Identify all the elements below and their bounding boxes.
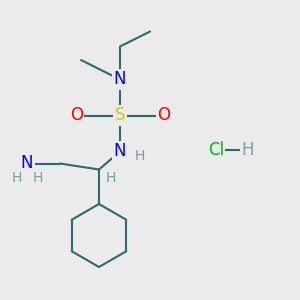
Text: Cl: Cl [208, 141, 224, 159]
Text: H: H [134, 149, 145, 163]
Text: N: N [114, 142, 126, 160]
Text: H: H [11, 172, 22, 185]
Text: N: N [21, 154, 33, 172]
Text: O: O [157, 106, 170, 124]
Text: H: H [106, 172, 116, 185]
Text: N: N [114, 70, 126, 88]
Text: H: H [32, 172, 43, 185]
Text: S: S [115, 106, 125, 124]
Text: H: H [241, 141, 254, 159]
Text: O: O [70, 106, 83, 124]
